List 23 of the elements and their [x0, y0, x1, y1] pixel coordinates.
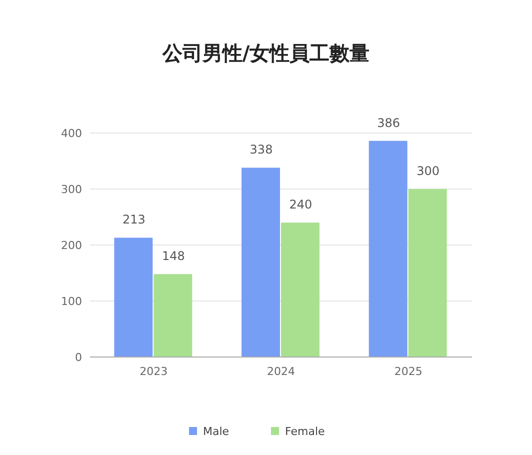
- legend-label: Female: [285, 424, 326, 438]
- y-tick-label: 200: [61, 238, 82, 252]
- data-label: 240: [289, 198, 312, 212]
- bar: [281, 222, 320, 357]
- data-label: 338: [250, 142, 273, 157]
- bar: [154, 274, 192, 357]
- data-label: 148: [162, 249, 185, 264]
- bar: [114, 238, 153, 357]
- x-tick-label: 2025: [394, 365, 422, 378]
- data-label: 386: [377, 116, 400, 130]
- y-tick-label: 300: [61, 182, 82, 196]
- data-label: 213: [122, 212, 146, 227]
- x-tick-label: 2023: [140, 365, 168, 378]
- legend-label: Male: [203, 424, 230, 438]
- bar: [242, 168, 280, 357]
- bar: [368, 140, 408, 357]
- y-tick-label: 400: [61, 126, 82, 140]
- chart-title: 公司男性/女性員工數量: [161, 41, 370, 65]
- data-label: 300: [416, 164, 440, 178]
- y-tick-label: 0: [75, 350, 82, 364]
- x-tick-label: 2024: [267, 365, 295, 378]
- y-tick-label: 100: [61, 294, 82, 308]
- bar: [408, 189, 447, 357]
